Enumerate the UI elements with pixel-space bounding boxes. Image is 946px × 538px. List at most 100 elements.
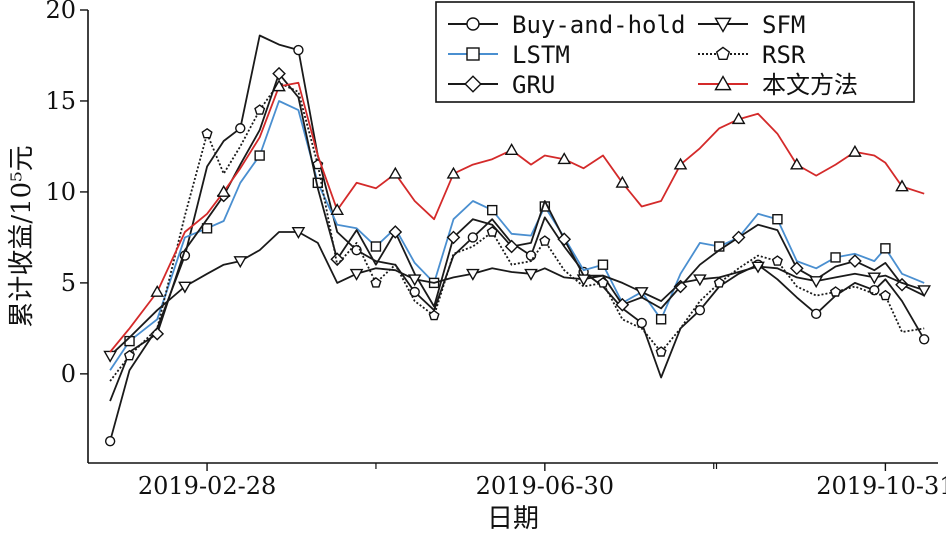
data-point	[557, 232, 572, 247]
data-point	[525, 250, 537, 261]
data-point	[103, 350, 117, 363]
data-point	[524, 268, 538, 281]
data-point	[772, 214, 783, 225]
series-line	[109, 100, 925, 371]
legend-item: SFM	[698, 11, 805, 39]
data-point	[830, 252, 841, 263]
data-point	[848, 144, 862, 157]
legend-marker	[715, 46, 731, 60]
data-point	[446, 166, 461, 179]
data-point	[867, 272, 882, 285]
legend-label: RSR	[762, 41, 806, 69]
y-tick-label: 20	[45, 0, 76, 24]
data-point	[771, 255, 783, 266]
data-point	[349, 268, 364, 281]
legend-item: GRU	[448, 71, 555, 99]
data-point	[731, 230, 746, 245]
data-point	[557, 152, 572, 165]
series-line	[109, 72, 925, 402]
data-point	[466, 268, 480, 281]
data-point	[504, 239, 519, 254]
data-point	[104, 435, 116, 447]
data-point	[576, 274, 591, 287]
y-tick-label: 0	[61, 360, 76, 388]
data-point	[370, 241, 382, 252]
data-point	[597, 277, 609, 288]
data-point	[486, 226, 498, 237]
series-line	[109, 81, 925, 353]
data-point	[789, 157, 804, 170]
legend-label: Buy-and-hold	[512, 11, 685, 39]
axes: 0 5 10 15 20 2019-02-28 2019-06-30 2019-10-31 日期…	[7, 0, 946, 534]
data-point	[388, 166, 403, 179]
data-point	[428, 309, 440, 321]
data-point	[918, 334, 930, 345]
legend-label: GRU	[512, 71, 555, 99]
x-axis-title: 日期	[487, 504, 539, 534]
data-point	[407, 274, 422, 287]
x-tick-label: 2019-02-28	[138, 472, 276, 500]
legend-label: LSTM	[512, 41, 570, 69]
x-tick-label: 2019-06-30	[476, 472, 614, 500]
data-point	[291, 227, 306, 239]
data-point	[178, 281, 192, 294]
series-1	[109, 100, 925, 371]
legend-marker	[714, 17, 732, 33]
data-point	[731, 112, 746, 125]
y-tick-label: 5	[61, 269, 76, 297]
legend-item: 本文方法	[698, 71, 858, 99]
data-point	[895, 179, 909, 192]
data-point	[330, 203, 345, 216]
y-tick-label: 15	[45, 87, 76, 115]
data-point	[917, 285, 931, 298]
legend-item: RSR	[698, 41, 806, 69]
data-point	[693, 274, 707, 287]
data-point	[597, 259, 609, 270]
data-point	[201, 127, 213, 139]
data-point	[751, 261, 765, 274]
legend-item: LSTM	[448, 41, 570, 69]
data-point	[655, 346, 667, 357]
legend-marker	[714, 75, 732, 91]
data-point	[809, 276, 824, 289]
data-point	[713, 277, 725, 288]
data-point	[254, 104, 266, 115]
data-point	[388, 225, 403, 239]
data-point	[615, 175, 630, 188]
legend-label: 本文方法	[762, 71, 858, 99]
data-point	[409, 286, 420, 298]
data-point	[673, 279, 688, 294]
data-point	[150, 326, 165, 341]
series-layer	[103, 34, 931, 447]
legend-marker	[466, 47, 480, 61]
data-point	[848, 254, 862, 268]
data-point	[655, 314, 667, 325]
data-point	[233, 256, 248, 269]
data-point	[634, 287, 649, 300]
legend-item: Buy-and-hold	[448, 11, 685, 39]
legend-box	[435, 1, 915, 103]
legend-marker	[464, 75, 482, 93]
data-point	[879, 289, 891, 301]
data-point	[673, 157, 688, 170]
y-tick-label: 10	[45, 178, 76, 206]
data-point	[636, 317, 647, 329]
legend-marker	[466, 17, 480, 31]
data-point	[370, 277, 382, 288]
data-point	[539, 235, 551, 246]
data-point	[810, 308, 822, 320]
series-line	[109, 231, 925, 357]
y-axis-title: 累计收益/10⁵元	[7, 145, 37, 327]
data-point	[615, 297, 630, 312]
data-point	[789, 261, 804, 276]
data-point	[446, 230, 461, 245]
data-point	[254, 150, 265, 161]
series-5	[109, 79, 925, 353]
data-point	[504, 143, 519, 156]
series-3	[103, 227, 931, 363]
series-line	[109, 81, 925, 382]
data-point	[272, 79, 286, 92]
